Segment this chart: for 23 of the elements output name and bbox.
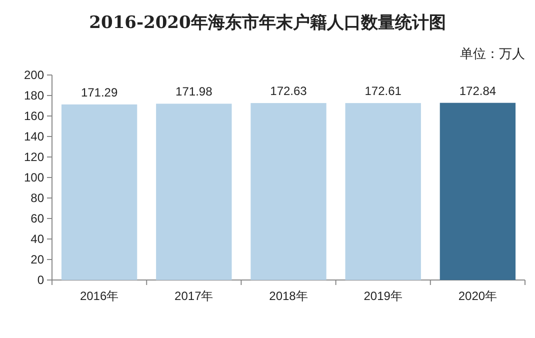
text: 单位：万人 — [460, 46, 525, 61]
y-tick-label: 100 — [24, 170, 44, 184]
data-label: 172.61 — [364, 84, 402, 98]
chart-title: 2016-2020年海东市年末户籍人口数量统计图 — [89, 13, 446, 33]
y-tick-label: 120 — [24, 150, 44, 164]
data-label: 171.98 — [176, 84, 213, 99]
data-label: 172.63 — [270, 84, 308, 98]
x-tick-label: 2016年 — [80, 289, 119, 303]
y-tick-label: 200 — [24, 68, 44, 82]
x-tick-label: 2019年 — [364, 289, 402, 303]
y-tick-label: 20 — [30, 252, 44, 266]
y-tick-label: 160 — [24, 109, 44, 123]
data-label: 172.84 — [459, 84, 496, 98]
y-tick-label: 0 — [37, 273, 44, 287]
y-tick-label: 80 — [30, 191, 44, 205]
x-tick-label: 2017年 — [174, 289, 214, 303]
y-tick-label: 40 — [30, 232, 44, 246]
y-tick-label: 180 — [24, 88, 44, 102]
y-tick-label: 60 — [30, 212, 44, 226]
x-tick-label: 2020年 — [458, 289, 498, 303]
data-label: 171.29 — [80, 85, 118, 100]
x-tick-label: 2018年 — [269, 289, 308, 303]
y-tick-label: 140 — [24, 130, 44, 144]
